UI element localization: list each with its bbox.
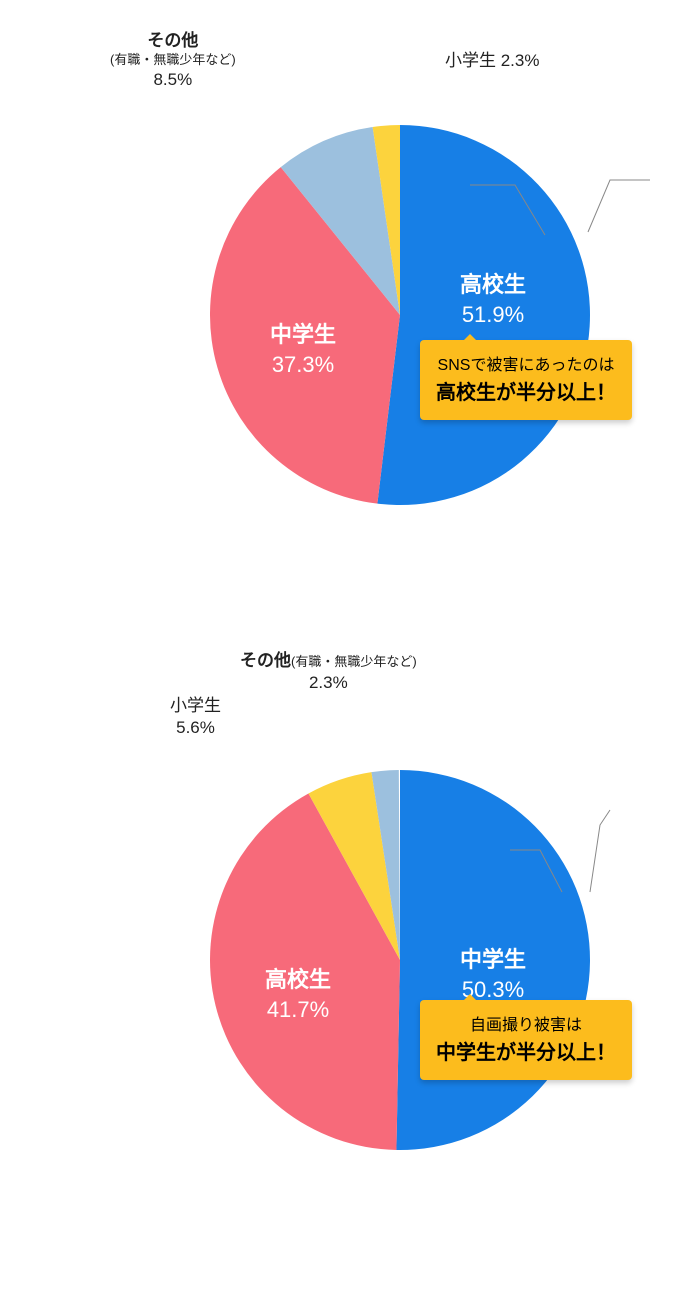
slice-label-jhs: 中学生37.3% [270,320,336,379]
callout: 自画撮り被害は中学生が半分以上！ [420,1000,632,1080]
leader-label: その他(有職・無職少年など)2.3% [240,650,417,694]
leader-label: 小学生 2.3% [445,50,539,72]
leader-label: その他(有職・無職少年など)8.5% [110,30,236,91]
leader-line [590,810,610,892]
pie-chart: 中学生50.3%高校生41.7%小学生5.6%その他(有職・無職少年など)2.3… [30,650,670,1280]
pie-chart: 高校生51.9% 中学生37.3% その他(有職・無職少年など)8.5% 小学生 2.… [30,20,670,650]
slice-label-hs: 高校生51.9% [460,270,526,329]
leader-line [588,180,650,232]
callout: SNSで被害にあったのは高校生が半分以上！ [420,340,632,420]
slice-label-hs: 高校生41.7% [265,965,331,1024]
leader-label: 小学生5.6% [170,695,221,739]
